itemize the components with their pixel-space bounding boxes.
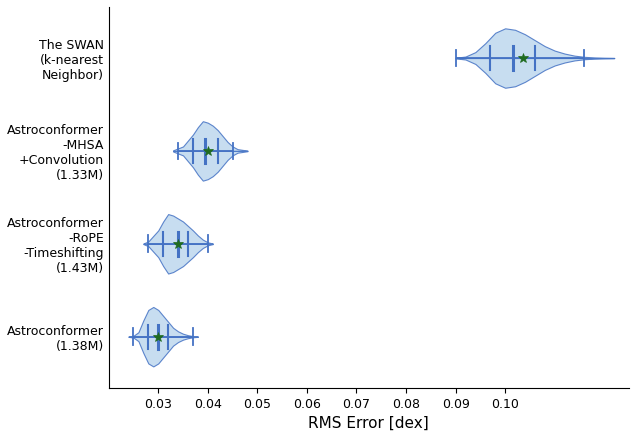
- X-axis label: RMS Error [dex]: RMS Error [dex]: [308, 416, 429, 431]
